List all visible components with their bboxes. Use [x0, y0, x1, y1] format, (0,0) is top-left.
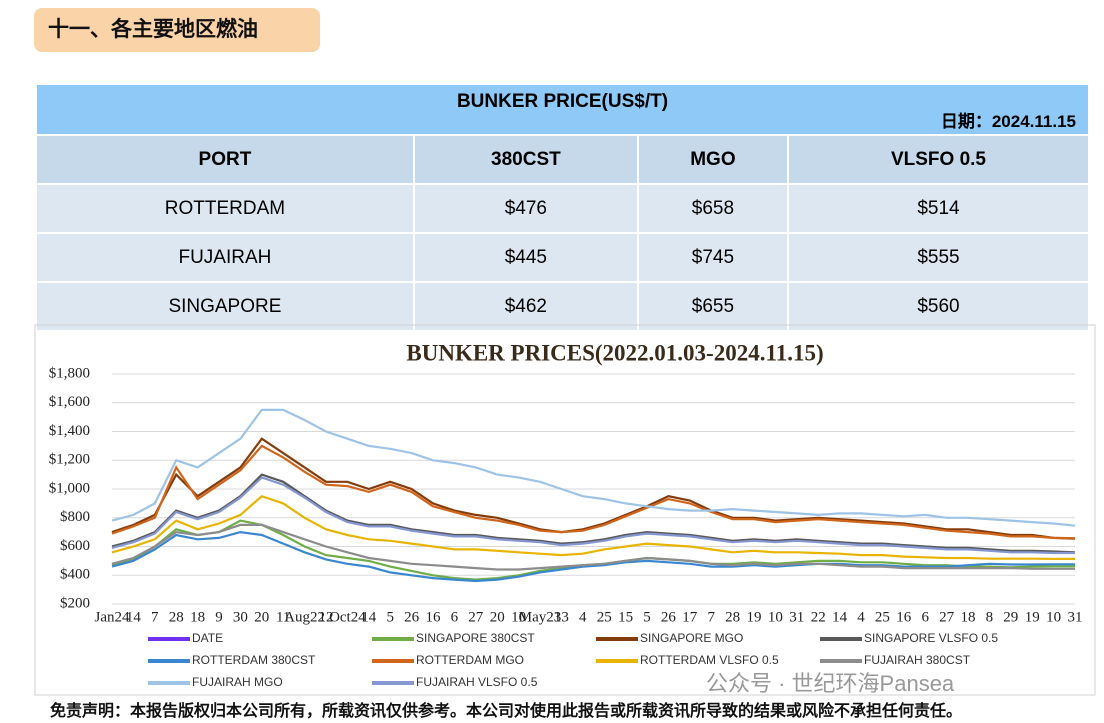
legend-label: SINGAPORE VLSFO 0.5	[864, 631, 998, 645]
x-tick-label: 26	[661, 609, 677, 625]
col-header: PORT	[37, 136, 415, 183]
x-tick-label: 14	[832, 609, 848, 625]
series-line	[111, 408, 1076, 527]
x-tick-label: 20	[490, 609, 505, 625]
x-tick-label: 6	[451, 609, 459, 625]
x-tick-label: 27	[939, 609, 955, 625]
series-line	[111, 494, 1075, 560]
x-tick-label: 19	[747, 609, 762, 625]
x-tick-label: 27	[468, 609, 484, 625]
y-tick-label: $200	[60, 595, 90, 611]
x-tick-label: Oct24	[329, 609, 366, 625]
y-tick-label: $1,800	[49, 365, 90, 381]
x-tick-label: 14	[361, 609, 377, 625]
x-tick-label: 13	[554, 609, 569, 625]
legend-label: FUJAIRAH MGO	[192, 675, 283, 689]
x-tick-label: Jan24	[95, 609, 130, 625]
col-header: 380CST	[414, 136, 639, 183]
x-tick-label: 8	[986, 609, 994, 625]
x-tick-label: 25	[875, 609, 890, 625]
table-title: BUNKER PRICE(US$/T)	[456, 90, 669, 112]
x-tick-label: 9	[215, 609, 223, 625]
x-tick-label: 22	[811, 609, 826, 625]
cell: $476	[414, 185, 639, 232]
y-tick-label: $600	[60, 538, 90, 554]
cell: $555	[788, 234, 1090, 281]
x-tick-label: 7	[151, 609, 159, 625]
x-tick-label: 7	[707, 609, 715, 625]
col-header: VLSFO 0.5	[788, 136, 1090, 183]
x-tick-label: 10	[768, 609, 783, 625]
y-tick-label: $800	[60, 509, 90, 525]
x-tick-label: 5	[643, 609, 651, 625]
x-tick-label: 10	[1046, 609, 1061, 625]
y-tick-label: $1,600	[49, 394, 90, 410]
x-tick-label: 26	[404, 609, 420, 625]
legend-label: SINGAPORE 380CST	[416, 631, 535, 645]
legend-label: SINGAPORE MGO	[640, 631, 743, 645]
cell: FUJAIRAH	[37, 234, 415, 281]
y-tick-label: $400	[60, 567, 90, 583]
cell: $658	[638, 185, 789, 232]
x-tick-label: 16	[896, 609, 912, 625]
legend-label: FUJAIRAH VLSFO 0.5	[416, 675, 538, 689]
x-tick-label: 20	[254, 609, 269, 625]
y-tick-label: $1,400	[49, 423, 90, 439]
x-tick-label: 4	[857, 609, 865, 625]
x-tick-label: 18	[961, 609, 976, 625]
table-title-cell: BUNKER PRICE(US$/T) 日期：2024.11.15	[37, 85, 1090, 134]
x-tick-label: 17	[682, 609, 698, 625]
table-date: 日期：2024.11.15	[940, 112, 1076, 131]
cell: $514	[788, 185, 1090, 232]
price-table: BUNKER PRICE(US$/T) 日期：2024.11.15 PORT 380…	[37, 83, 1090, 332]
x-tick-label: 12	[319, 609, 334, 625]
x-tick-label: 5	[386, 609, 394, 625]
cell: $655	[638, 283, 789, 330]
x-tick-label: 6	[921, 609, 929, 625]
series-line	[111, 523, 1075, 571]
series-line	[111, 476, 1075, 555]
x-tick-label: Aug22	[284, 609, 325, 625]
col-header: MGO	[638, 136, 789, 183]
series-line	[111, 519, 1075, 581]
x-tick-label: 4	[579, 609, 587, 625]
watermark: 公众号 · 世纪环海Pansea	[706, 671, 955, 696]
x-tick-label: 15	[618, 609, 633, 625]
cell: SINGAPORE	[37, 283, 415, 330]
series-line	[111, 530, 1075, 583]
x-tick-label: 18	[190, 609, 205, 625]
x-tick-label: 19	[1025, 609, 1040, 625]
legend-label: ROTTERDAM 380CST	[192, 653, 316, 667]
x-tick-label: 14	[126, 609, 142, 625]
x-tick-label: 28	[725, 609, 740, 625]
chart-frame	[34, 324, 1096, 696]
series-line	[111, 473, 1076, 554]
cell: $445	[414, 234, 639, 281]
legend-label: ROTTERDAM MGO	[416, 653, 524, 667]
x-tick-label: May23	[519, 609, 562, 625]
x-tick-label: 11	[276, 609, 290, 625]
series-line	[111, 437, 1076, 540]
cell: $560	[788, 283, 1090, 330]
disclaimer: 免责声明：本报告版权归本公司所有，所载资讯仅供参考。本公司对使用此报告或所载资讯…	[50, 703, 963, 720]
legend-label: DATE	[192, 631, 223, 645]
x-tick-label: 31	[1068, 609, 1083, 625]
chart-title: BUNKER PRICES(2022.01.03-2024.11.15)	[406, 340, 823, 365]
y-tick-label: $1,200	[49, 452, 90, 468]
y-tick-label: $1,000	[49, 480, 90, 496]
x-tick-label: 16	[426, 609, 442, 625]
series-line	[111, 444, 1076, 540]
section-title: 十一、各主要地区燃油	[34, 8, 320, 52]
x-tick-label: 25	[597, 609, 612, 625]
x-tick-label: 30	[233, 609, 248, 625]
x-tick-label: 31	[789, 609, 804, 625]
x-tick-label: 28	[169, 609, 184, 625]
cell: $462	[414, 283, 639, 330]
x-tick-label: 10	[511, 609, 526, 625]
cell: $745	[638, 234, 789, 281]
cell: ROTTERDAM	[37, 185, 415, 232]
x-tick-label: 29	[1003, 609, 1018, 625]
